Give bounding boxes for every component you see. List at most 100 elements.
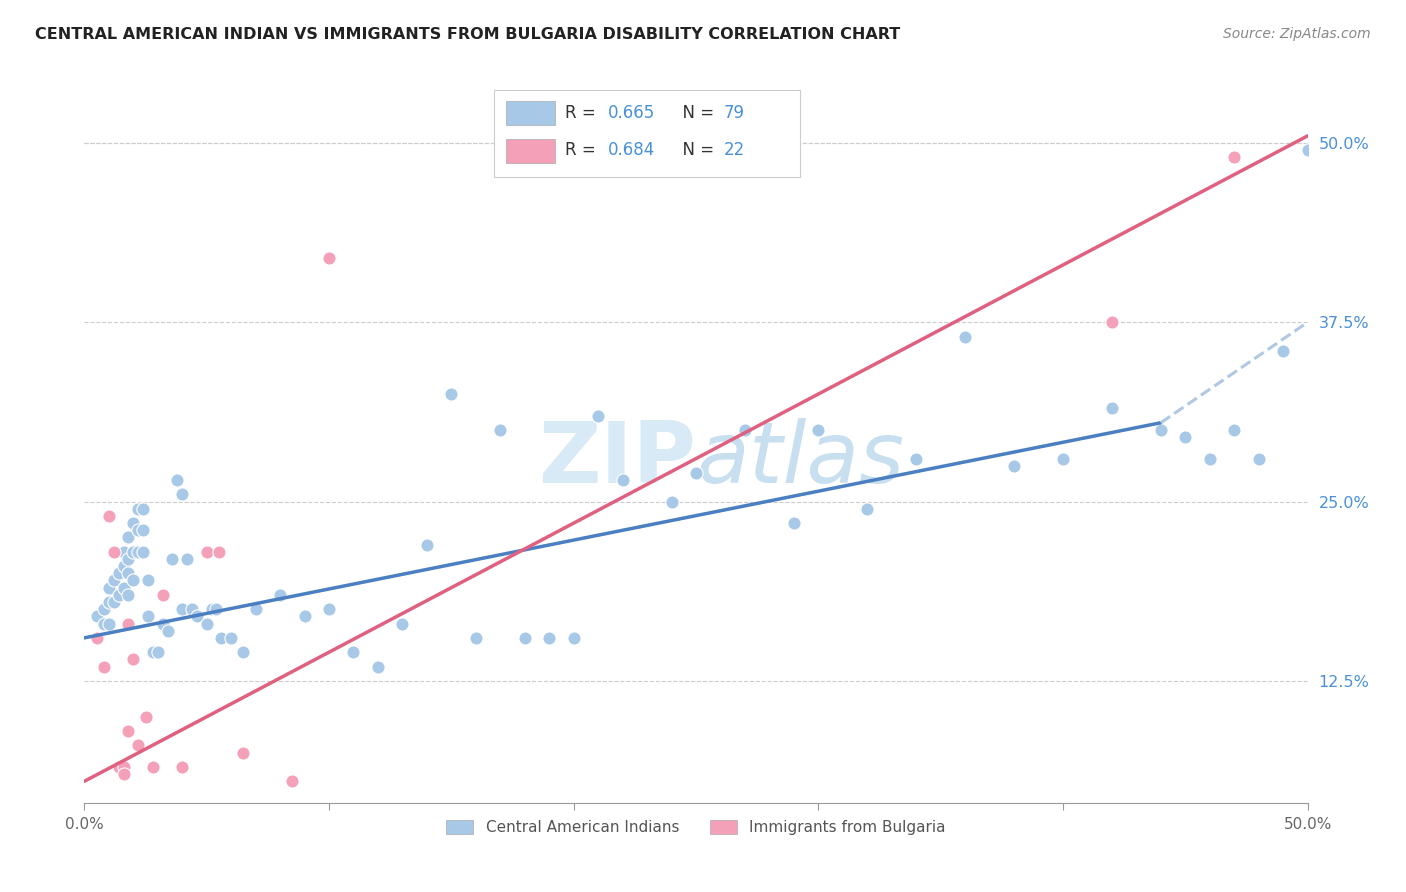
Point	[152, 616, 174, 631]
Point	[93, 602, 115, 616]
Point	[122, 574, 145, 588]
Point	[166, 473, 188, 487]
Point	[112, 760, 135, 774]
Point	[136, 574, 159, 588]
Point	[219, 631, 242, 645]
Point	[232, 645, 254, 659]
Point	[562, 631, 585, 645]
Text: 79: 79	[724, 104, 745, 122]
Point	[905, 451, 928, 466]
Text: R =: R =	[565, 104, 602, 122]
Text: R =: R =	[565, 141, 602, 159]
Point	[117, 588, 139, 602]
Point	[245, 602, 267, 616]
Point	[205, 602, 228, 616]
Point	[200, 602, 222, 616]
Point	[1101, 315, 1123, 329]
Point	[107, 588, 129, 602]
FancyBboxPatch shape	[506, 102, 555, 125]
Point	[172, 487, 194, 501]
Point	[489, 423, 512, 437]
Point	[97, 508, 120, 523]
Point	[464, 631, 486, 645]
Point	[661, 494, 683, 508]
Point	[86, 609, 108, 624]
Point	[93, 616, 115, 631]
Point	[440, 387, 463, 401]
Text: N =: N =	[672, 104, 718, 122]
Point	[172, 760, 194, 774]
Point	[1223, 423, 1246, 437]
Point	[127, 545, 149, 559]
Point	[135, 710, 157, 724]
Point	[416, 538, 439, 552]
Point	[181, 602, 204, 616]
Point	[117, 724, 139, 739]
Point	[807, 423, 830, 437]
Point	[162, 552, 184, 566]
Point	[538, 631, 561, 645]
Point	[1101, 401, 1123, 416]
Point	[117, 616, 139, 631]
Point	[117, 566, 139, 581]
Point	[1150, 423, 1173, 437]
Point	[685, 466, 707, 480]
Point	[103, 574, 125, 588]
Point	[612, 473, 634, 487]
Point	[209, 631, 232, 645]
Text: 0.684: 0.684	[607, 141, 655, 159]
Point	[513, 631, 536, 645]
Point	[97, 595, 120, 609]
Point	[117, 552, 139, 566]
Text: 22: 22	[724, 141, 745, 159]
Point	[1247, 451, 1270, 466]
Text: atlas: atlas	[696, 417, 904, 500]
Point	[112, 581, 135, 595]
Point	[112, 545, 135, 559]
Point	[186, 609, 208, 624]
Point	[1198, 451, 1220, 466]
Point	[1296, 143, 1319, 157]
Point	[122, 516, 145, 530]
Point	[269, 588, 291, 602]
Point	[127, 739, 149, 753]
Point	[112, 559, 135, 574]
Point	[97, 581, 120, 595]
Point	[281, 774, 304, 789]
Point	[342, 645, 364, 659]
FancyBboxPatch shape	[494, 90, 800, 178]
Point	[318, 602, 340, 616]
Point	[1174, 430, 1197, 444]
Point	[734, 423, 756, 437]
Point	[318, 251, 340, 265]
Point	[122, 652, 145, 666]
Point	[146, 645, 169, 659]
Point	[97, 616, 120, 631]
Point	[586, 409, 609, 423]
Text: CENTRAL AMERICAN INDIAN VS IMMIGRANTS FROM BULGARIA DISABILITY CORRELATION CHART: CENTRAL AMERICAN INDIAN VS IMMIGRANTS FR…	[35, 27, 900, 42]
Text: 0.665: 0.665	[607, 104, 655, 122]
Point	[172, 602, 194, 616]
Point	[117, 531, 139, 545]
Point	[142, 645, 165, 659]
Point	[1223, 150, 1246, 164]
Point	[132, 545, 155, 559]
Point	[1052, 451, 1074, 466]
Point	[152, 588, 174, 602]
Point	[1002, 458, 1025, 473]
Point	[142, 760, 165, 774]
Point	[195, 616, 218, 631]
FancyBboxPatch shape	[506, 139, 555, 163]
Point	[195, 545, 218, 559]
Text: N =: N =	[672, 141, 718, 159]
Point	[783, 516, 806, 530]
Point	[103, 595, 125, 609]
Point	[107, 566, 129, 581]
Point	[208, 545, 231, 559]
Point	[132, 524, 155, 538]
Point	[391, 616, 413, 631]
Point	[176, 552, 198, 566]
Point	[1272, 344, 1295, 359]
Point	[953, 329, 976, 343]
Point	[107, 760, 129, 774]
